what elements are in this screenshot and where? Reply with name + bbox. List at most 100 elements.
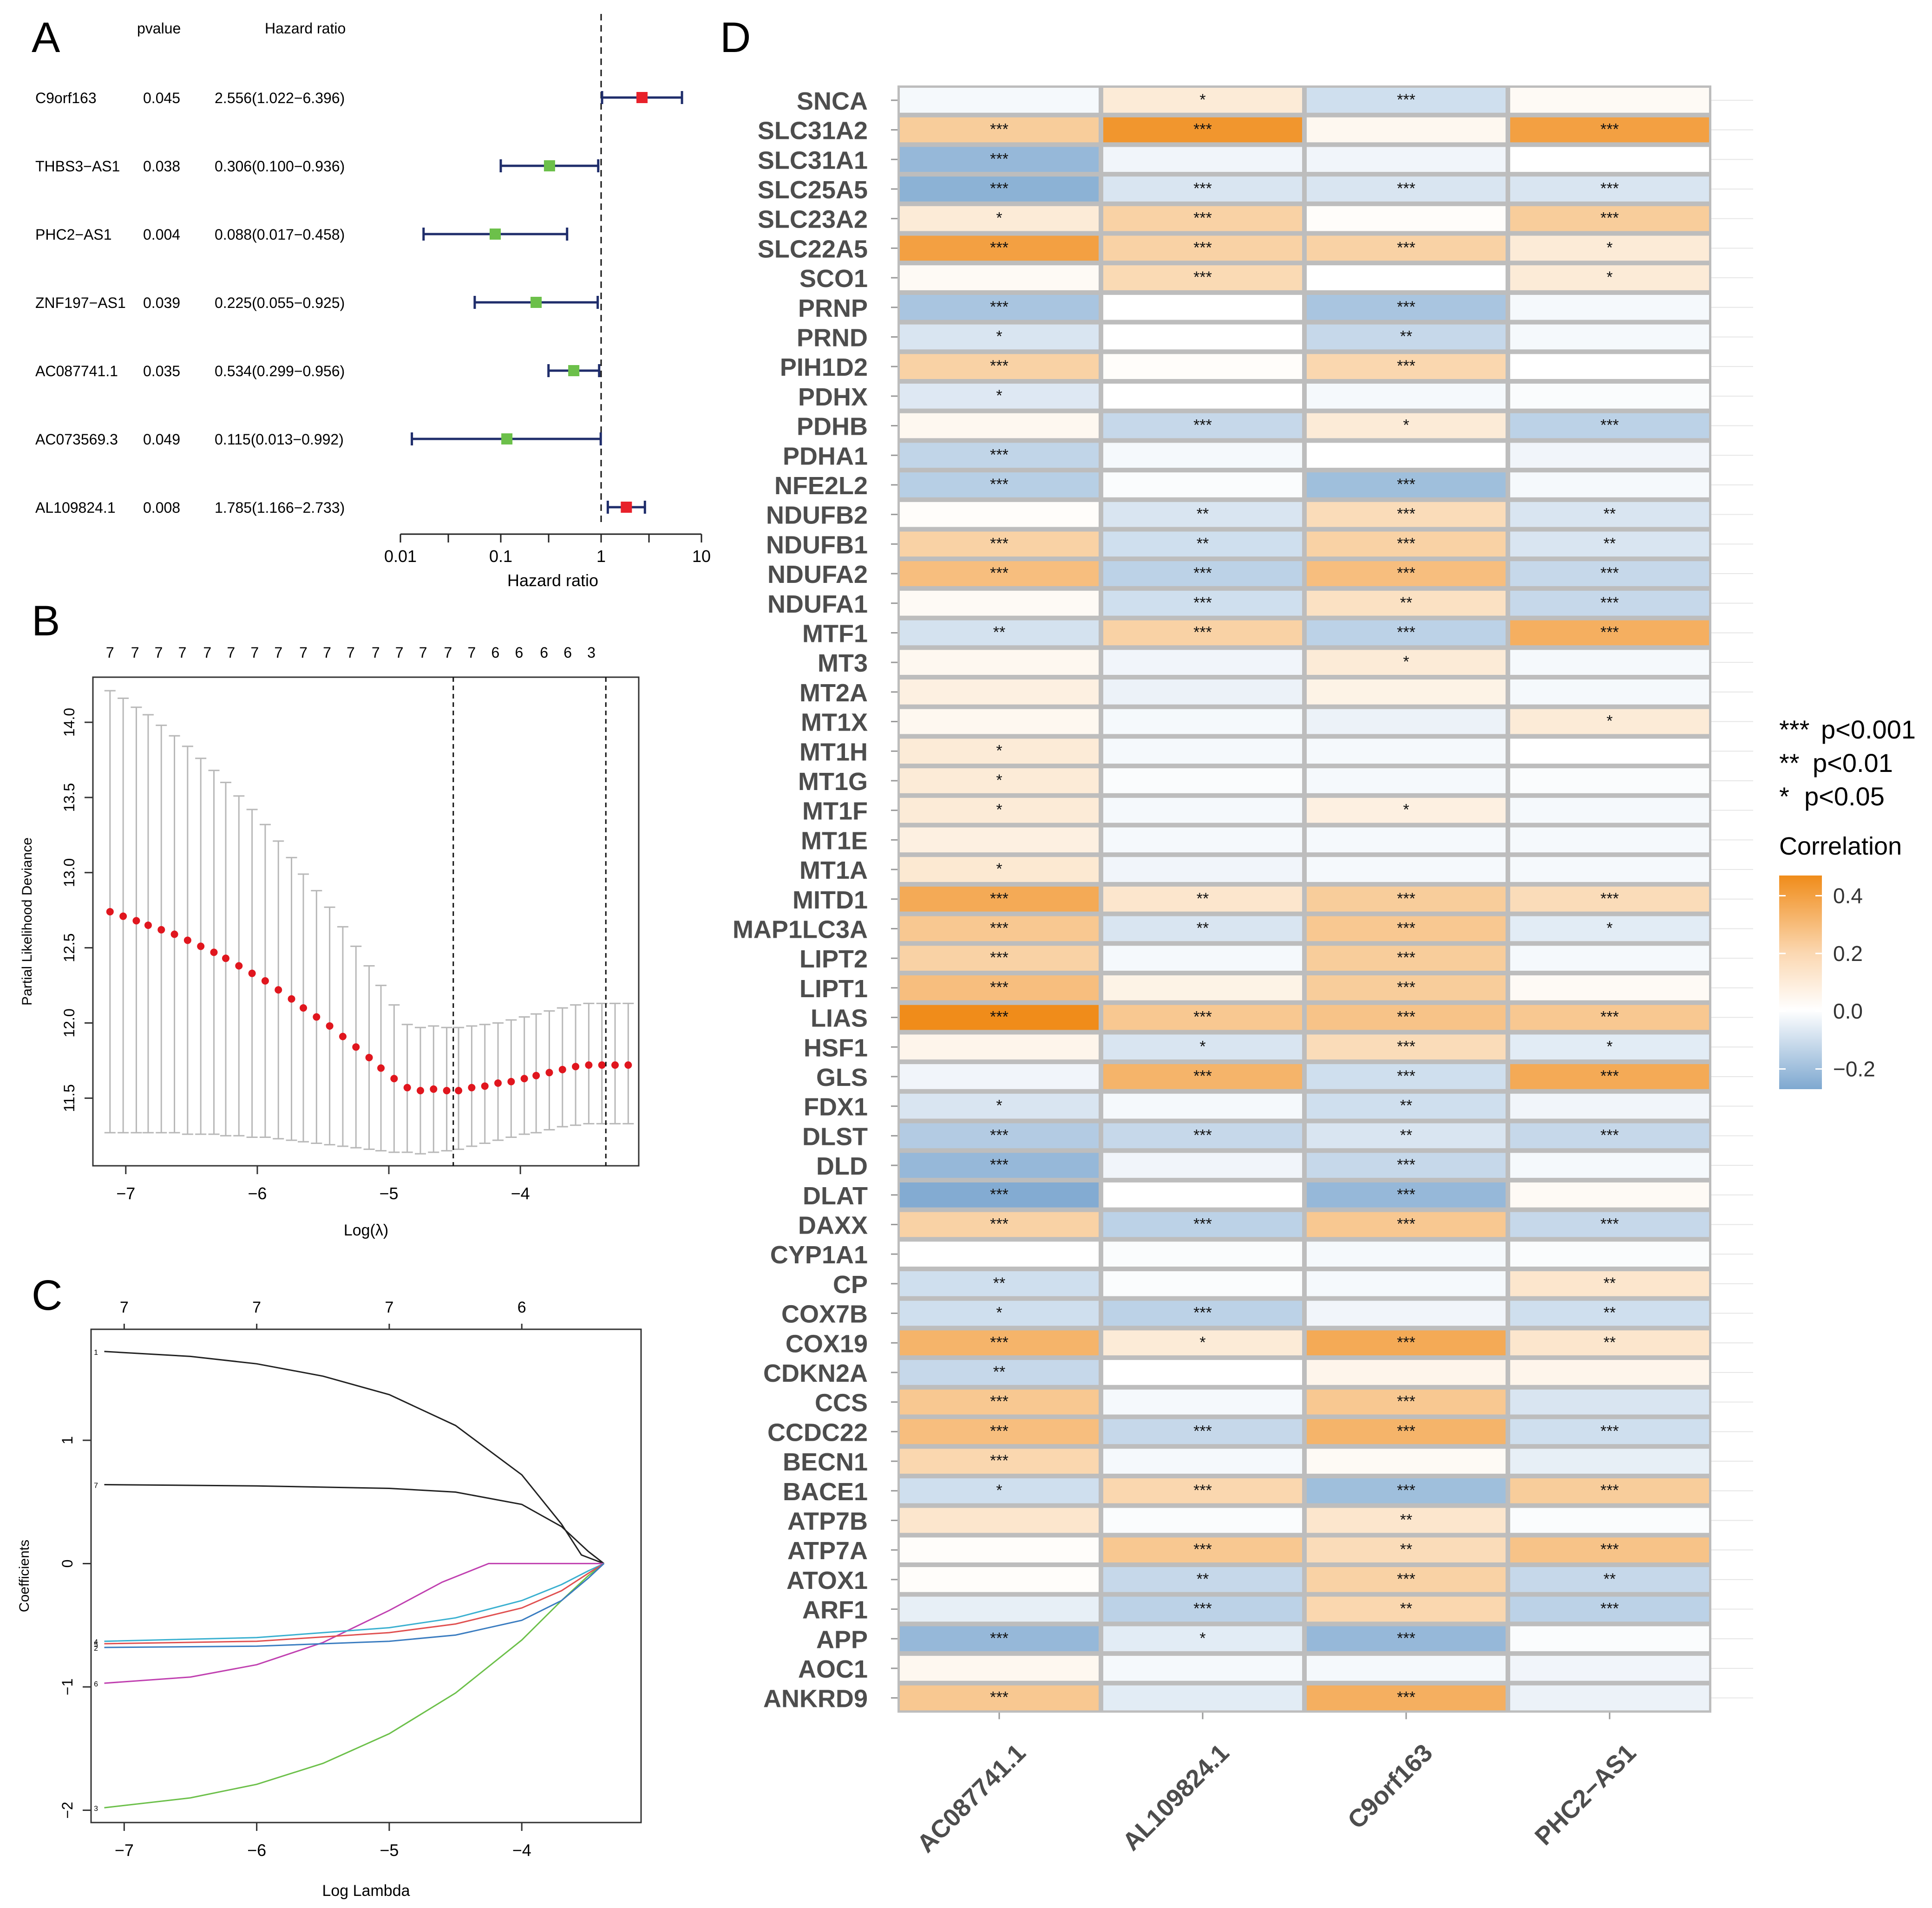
heatmap-row-label: BECN1: [783, 1448, 868, 1476]
heatmap-row-label: ATOX1: [786, 1567, 868, 1594]
heatmap-cell: [1510, 1330, 1709, 1356]
coef-plot-frame: [90, 1328, 642, 1823]
heatmap-cell: [1307, 1242, 1506, 1267]
heatmap-significance-star: *: [996, 742, 1002, 759]
heatmap-row-label: GLS: [816, 1064, 868, 1091]
heatmap-cell: [1307, 1064, 1506, 1089]
heatmap-row-label: MT1X: [801, 709, 868, 737]
heatmap-cell: [1103, 561, 1302, 586]
heatmap-cell: [900, 472, 1099, 497]
heatmap-cell: [1103, 1449, 1302, 1474]
heatmap-cell: [1307, 1300, 1506, 1326]
cv-top-count-label: 6: [515, 644, 523, 661]
heatmap-cell: [1510, 1389, 1709, 1415]
heatmap-cell: [1510, 1123, 1709, 1149]
heatmap-cell: [1510, 975, 1709, 1000]
heatmap-cell: [1103, 827, 1302, 853]
heatmap-row-label: LIPT1: [799, 975, 868, 1003]
heatmap-cell: [1510, 590, 1709, 616]
heatmap-cell: [900, 1360, 1099, 1385]
heatmap-cell: [1307, 709, 1506, 734]
cv-deviance-point: [390, 1075, 398, 1083]
heatmap-cell: [900, 857, 1099, 882]
coef-x-tick-label: −7: [115, 1841, 134, 1860]
heatmap-row-label: ATP7A: [787, 1537, 868, 1565]
heatmap-row-label: MT1E: [801, 827, 868, 855]
heatmap-cell: [1103, 354, 1302, 379]
heatmap-significance-star: ***: [990, 121, 1009, 138]
coef-y-tick-label: 0: [59, 1560, 76, 1568]
forest-gene-label: PHC2−AS1: [35, 226, 112, 243]
heatmap-cell: [900, 88, 1099, 113]
heatmap-cell: [900, 1685, 1099, 1711]
heatmap-significance-star: ***: [1397, 1333, 1415, 1351]
heatmap-cell: [1103, 886, 1302, 912]
heatmap-cell: [1510, 1419, 1709, 1444]
heatmap-cell: [900, 265, 1099, 290]
heatmap-significance-star: ***: [990, 1186, 1009, 1203]
heatmap-significance-star: ***: [1193, 417, 1212, 434]
heatmap-cell: [1103, 1212, 1302, 1237]
heatmap-cell: [1103, 1596, 1302, 1622]
heatmap-row-label: MT1A: [799, 856, 868, 884]
heatmap-cell: [1510, 324, 1709, 350]
cv-deviance-point: [377, 1064, 385, 1072]
heatmap-cell: [900, 1626, 1099, 1652]
heatmap-row-label: DLAT: [803, 1182, 868, 1210]
heatmap-significance-star: ***: [1397, 535, 1415, 552]
heatmap-cell: [1103, 709, 1302, 734]
cv-x-tick-label: −6: [248, 1184, 267, 1203]
heatmap-cell: [1307, 797, 1506, 823]
cv-deviance-point: [455, 1087, 463, 1095]
forest-x-tick-label: 1: [596, 547, 606, 566]
heatmap-cell: [1307, 324, 1506, 350]
cv-x-tick-label: −4: [511, 1184, 530, 1203]
heatmap-significance-star: ***: [1600, 1600, 1619, 1618]
heatmap-significance-star: ***: [1193, 121, 1212, 138]
heatmap-cell: [1307, 1153, 1506, 1178]
cv-deviance-point: [197, 942, 205, 950]
heatmap-row-label: SLC25A5: [758, 176, 868, 204]
coefficient-path-plot: 1 7 6 3 452 −7 −6 −5 −4 −2 −1 0 1 7 7 7 6 Log Lambda Coe…: [17, 1299, 642, 1900]
forest-hr-point: [544, 160, 555, 171]
forest-hr-text: 0.306(0.100−0.936): [215, 158, 345, 175]
heatmap-row-label: SLC31A1: [758, 146, 868, 174]
heatmap-cell: [900, 1656, 1099, 1681]
heatmap-cell: [1103, 472, 1302, 497]
heatmap-cell: [1103, 294, 1302, 320]
heatmap-cell: [1103, 1034, 1302, 1060]
sig-legend-label: p<0.05: [1804, 782, 1885, 811]
heatmap-row-label: DLD: [816, 1152, 868, 1180]
heatmap-row-label: MT1G: [798, 768, 868, 796]
heatmap-cell: [1307, 1271, 1506, 1296]
heatmap-cell: [1103, 176, 1302, 202]
heatmap-significance-star: ***: [1397, 1038, 1415, 1055]
heatmap-significance-star: ***: [990, 239, 1009, 256]
heatmap-significance-star: ***: [1397, 239, 1415, 256]
cv-deviance-point: [313, 1013, 321, 1021]
heatmap-row-label: DAXX: [798, 1211, 868, 1239]
heatmap-cell: [1510, 886, 1709, 912]
forest-hr-text: 1.785(1.166−2.733): [215, 499, 345, 516]
heatmap-row-label: CYP1A1: [770, 1241, 868, 1269]
heatmap-significance-star: ***: [1193, 1482, 1212, 1499]
cv-deviance-point: [132, 917, 140, 925]
heatmap-row-label: PDHA1: [783, 442, 868, 470]
heatmap-cell: [1103, 857, 1302, 882]
cv-top-count-label: 6: [491, 644, 499, 661]
heatmap-cell: [900, 1034, 1099, 1060]
heatmap-cell: [1510, 88, 1709, 113]
heatmap-significance-star: ***: [1397, 180, 1415, 197]
cv-deviance-point: [598, 1061, 606, 1069]
heatmap-significance-star: ***: [1397, 1067, 1415, 1085]
heatmap-significance-star: ***: [990, 1215, 1009, 1233]
forest-pvalue: 0.045: [143, 90, 180, 106]
heatmap-significance-star: *: [996, 1304, 1002, 1322]
heatmap-row-label: NFE2L2: [774, 472, 868, 500]
forest-hr-text: 0.225(0.055−0.925): [215, 294, 345, 311]
heatmap-significance-star: **: [1197, 1570, 1209, 1588]
heatmap-significance-star: ***: [1600, 1008, 1619, 1026]
forest-pvalue: 0.049: [143, 431, 180, 448]
heatmap-cell: [1307, 650, 1506, 675]
cv-deviance-point: [624, 1061, 632, 1069]
